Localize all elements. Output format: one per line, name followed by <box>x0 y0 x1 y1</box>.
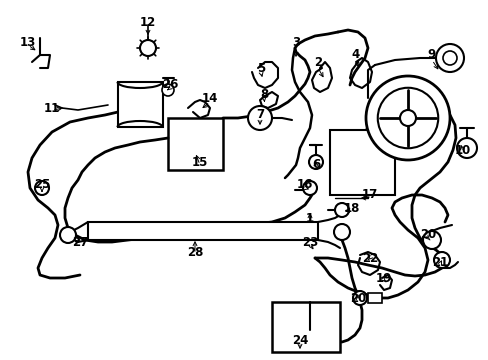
Text: 6: 6 <box>311 158 320 171</box>
Circle shape <box>435 44 463 72</box>
Text: 14: 14 <box>202 91 218 104</box>
Bar <box>88 222 317 240</box>
Text: 11: 11 <box>44 102 60 114</box>
Bar <box>329 130 394 195</box>
Text: 15: 15 <box>191 156 208 168</box>
Text: 2: 2 <box>313 55 322 68</box>
Circle shape <box>365 76 449 160</box>
Text: 21: 21 <box>431 256 447 269</box>
Text: 20: 20 <box>349 292 366 305</box>
Circle shape <box>60 227 76 243</box>
Text: 3: 3 <box>291 36 300 49</box>
Circle shape <box>456 138 476 158</box>
Bar <box>168 118 223 170</box>
Text: 26: 26 <box>162 78 178 91</box>
Circle shape <box>352 291 366 305</box>
Circle shape <box>247 106 271 130</box>
Text: 13: 13 <box>20 36 36 49</box>
Bar <box>118 82 163 127</box>
Text: 28: 28 <box>186 246 203 258</box>
Text: 24: 24 <box>291 333 307 346</box>
Text: 12: 12 <box>140 15 156 28</box>
Circle shape <box>35 181 49 195</box>
Text: 27: 27 <box>72 235 88 248</box>
Circle shape <box>333 224 349 240</box>
Text: 19: 19 <box>375 271 391 284</box>
Text: 4: 4 <box>351 49 359 62</box>
Text: 1: 1 <box>305 211 313 225</box>
Circle shape <box>303 181 316 195</box>
Circle shape <box>377 88 437 148</box>
Text: 9: 9 <box>427 49 435 62</box>
Circle shape <box>334 203 348 217</box>
Circle shape <box>399 110 415 126</box>
Text: 16: 16 <box>296 179 312 192</box>
Text: 25: 25 <box>34 179 50 192</box>
Circle shape <box>308 155 323 169</box>
Circle shape <box>162 84 174 96</box>
Text: 18: 18 <box>343 202 360 215</box>
Circle shape <box>140 40 156 56</box>
Circle shape <box>442 51 456 65</box>
Text: 23: 23 <box>301 235 318 248</box>
Bar <box>271 302 339 352</box>
Text: 5: 5 <box>256 62 264 75</box>
Text: 22: 22 <box>361 252 377 265</box>
Bar <box>367 293 381 303</box>
Text: 7: 7 <box>255 108 264 122</box>
Circle shape <box>422 231 440 249</box>
Text: 10: 10 <box>454 144 470 157</box>
Circle shape <box>433 252 449 268</box>
Text: 8: 8 <box>259 89 267 102</box>
Text: 17: 17 <box>361 189 377 202</box>
Text: 20: 20 <box>419 229 435 242</box>
